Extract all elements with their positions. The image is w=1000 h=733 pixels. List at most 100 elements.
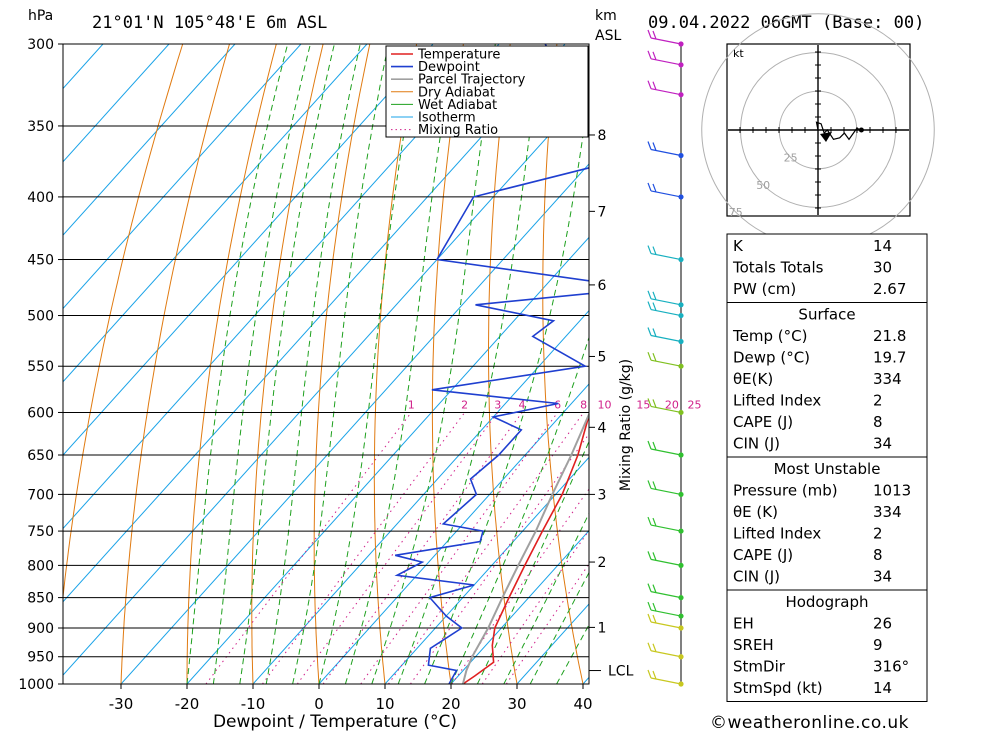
surface-row-value: 34 [873, 435, 892, 453]
wind-barb [647, 613, 682, 629]
hodograph-trace [815, 121, 862, 141]
mixing-ratio-tick-label: 4 [519, 398, 526, 411]
mixing-ratio-tick-label: 6 [554, 398, 561, 411]
isotherm-line [63, 89, 589, 676]
temperature-tick-label: 0 [314, 695, 324, 713]
wind-barb [647, 480, 682, 495]
pressure-tick-label: 950 [27, 650, 54, 666]
indices-row-value: 2.67 [873, 280, 906, 298]
isotherm-line [63, 44, 302, 310]
wind-barb-column [647, 29, 684, 687]
surface-title: Surface [798, 306, 855, 324]
pressure-tick-label: 750 [27, 524, 54, 540]
pressure-tick-label: 850 [27, 591, 54, 607]
temperature-axis-ticks: -30 -20 -10 0 10 20 30 40 [109, 684, 593, 713]
isotherm-line [450, 529, 589, 684]
surface-row-label: Lifted Index [733, 392, 821, 410]
hodograph_table-row-label: StmDir [733, 658, 786, 676]
pressure-tick-label: 350 [27, 119, 54, 135]
pressure-tick-label: 1000 [18, 677, 54, 693]
dewpoint-profile-line [394, 44, 589, 684]
km-tick-label: 6 [598, 278, 607, 294]
mixing-ratio-tick-label: 20 [665, 398, 679, 411]
wind-level-dot [678, 613, 684, 619]
wind-barb [647, 141, 682, 157]
surface-row-value: 21.8 [873, 327, 906, 345]
wind-barb [647, 551, 682, 566]
hodograph_table-title: Hodograph [785, 593, 868, 611]
hodograph_table-row-value: 316° [873, 658, 909, 676]
pressure-tick-label: 600 [27, 405, 54, 421]
pressure-tick-label: 500 [27, 309, 54, 325]
hodograph_table-row-value: 9 [873, 636, 883, 654]
km-tick-label: 8 [598, 128, 607, 144]
dry-adiabat-line [251, 44, 324, 684]
hodograph_table-box [726, 589, 928, 702]
wet-adiabat-line [371, 44, 496, 684]
mixing-ratio-line [387, 412, 585, 684]
parcel-trajectory-line [461, 411, 589, 684]
dry-adiabat-line [373, 44, 418, 684]
indices-row-value: 30 [873, 259, 892, 277]
wind-barb [647, 29, 682, 45]
pressure-tick-label: 450 [27, 253, 54, 269]
wind-barb [647, 290, 682, 306]
dry-adiabat-line [431, 44, 464, 684]
hodograph_table-row-label: SREH [733, 636, 774, 654]
km-axis-ticks: 1 2 3 4 5 6 7 8 LCL [589, 128, 634, 680]
surface-row-label: Temp (°C) [732, 327, 807, 345]
wind-barb [647, 642, 682, 658]
mixing-ratio-tick-label: 10 [597, 398, 611, 411]
temperature-tick-label: 10 [375, 695, 394, 713]
wet-adiabat-line [212, 44, 311, 684]
isotherm-line [63, 44, 566, 603]
most_unstable-box [726, 456, 928, 591]
wet-adiabat-line [318, 44, 421, 684]
mixing-ratio-tick-label: 2 [461, 398, 468, 411]
dry-adiabat-line [120, 44, 231, 684]
plot-frame [62, 43, 590, 685]
mixing-ratio-axis-label: Mixing Ratio (g/kg) [618, 359, 634, 491]
km-tick-label: 2 [598, 555, 607, 571]
hodograph-ring-label: 50 [756, 179, 770, 192]
datetime-title: 09.04.2022 06GMT (Base: 00) [648, 13, 924, 33]
wet-adiabat-line [529, 571, 589, 684]
isotherm-line [120, 163, 589, 684]
mixing-ratio-line [322, 412, 523, 684]
mixing-ratio-line [481, 529, 589, 684]
hodograph-panel: kt 25 50 75 [701, 13, 935, 247]
indices-row-value: 14 [873, 237, 892, 255]
pressure-unit-label: hPa [28, 8, 53, 24]
temperature-tick-label: 40 [573, 695, 592, 713]
pressure-tick-label: 300 [27, 37, 54, 53]
isotherm-line [63, 44, 236, 236]
legend-entry: Isotherm [418, 111, 476, 126]
most_unstable-row-value: 34 [873, 568, 892, 586]
hodograph-ring-label: 25 [784, 151, 798, 164]
temperature-tick-label: 20 [441, 695, 460, 713]
mixing-ratio-tick-label: 3 [494, 398, 501, 411]
surface-row-value: 8 [873, 413, 883, 431]
legend-entry: Dry Adiabat [418, 85, 495, 100]
most_unstable-row-label: Pressure (mb) [733, 482, 838, 500]
indices-row-label: Totals Totals [732, 259, 824, 277]
surface-row-label: CIN (J) [733, 435, 780, 453]
mixing-ratio-tick-label: 8 [580, 398, 587, 411]
isotherm-line [63, 44, 170, 163]
wind-barb [647, 583, 682, 599]
mixing-ratio-labels: 1 2 3 4 6 8 10 15 20 25 [408, 398, 702, 411]
asl-unit-label: ASL [595, 28, 621, 44]
km-tick-label: 3 [598, 487, 607, 503]
mixing-ratio-tick-label: 1 [408, 398, 415, 411]
surface-row-value: 334 [873, 370, 902, 388]
storm-motion-marker [820, 132, 832, 142]
indices-box [726, 233, 928, 303]
hodograph_table-row-value: 14 [873, 679, 892, 697]
temperature-tick-label: 30 [507, 695, 526, 713]
most_unstable-row-label: Lifted Index [733, 525, 821, 543]
legend-entry: Temperature [417, 48, 500, 63]
surface-row-label: Dewp (°C) [733, 349, 810, 367]
mixing-ratio-line [360, 412, 559, 684]
location-title: 21°01'N 105°48'E 6m ASL [92, 13, 327, 33]
pressure-tick-label: 650 [27, 448, 54, 464]
